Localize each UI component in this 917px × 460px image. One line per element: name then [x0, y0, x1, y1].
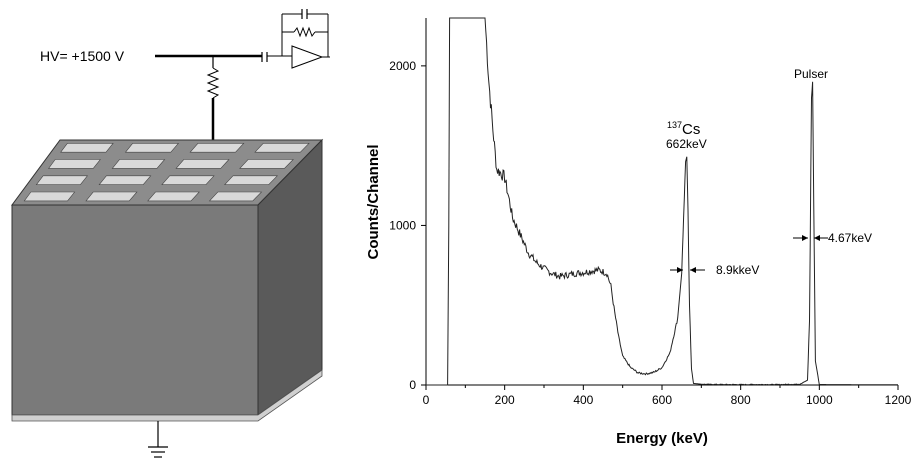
pulser-label: Pulser	[794, 67, 828, 81]
pixel-anode	[60, 143, 114, 153]
pixel-anode	[254, 143, 310, 153]
y-tick-label: 2000	[389, 59, 416, 73]
x-tick-label: 0	[423, 393, 430, 407]
pixel-anodes	[23, 143, 310, 202]
pulser-fwhm-label: 4.67keV	[828, 231, 872, 245]
pulser-fwhm-arrowhead-right	[814, 235, 820, 241]
pulser-fwhm-arrowhead-left	[802, 235, 808, 241]
detector-front-face	[11, 204, 259, 416]
cathode-plate	[11, 369, 323, 422]
energy-spectrum-chart: 0 200 400 600 800 1000 1200 0 1000 2000 Energy (…	[365, 17, 912, 447]
x-tick-label: 800	[731, 393, 751, 407]
bias-resistor	[206, 67, 220, 99]
cs-peak-energy-label: 662keV	[666, 137, 707, 151]
pixel-anode	[208, 191, 263, 202]
x-tick-label: 1000	[806, 393, 833, 407]
x-ticks: 0 200 400 600 800 1000 1200	[423, 385, 912, 407]
cs-fwhm-arrowhead-right	[690, 267, 696, 273]
y-tick-label: 0	[409, 378, 416, 392]
pixel-anode	[98, 175, 152, 185]
y-axis-label: Counts/Channel	[365, 145, 382, 260]
pixel-anode	[239, 159, 294, 169]
pixel-anode	[224, 175, 279, 185]
pixel-anode	[85, 191, 138, 202]
x-axis-label: Energy (keV)	[616, 430, 708, 447]
preamp-triangle	[291, 45, 324, 69]
cs-fwhm-label: 8.9kkeV	[716, 263, 759, 277]
feedback-resistor	[293, 26, 316, 38]
hv-label: HV= +1500 V	[40, 48, 125, 64]
isotope-label: Cs	[682, 121, 700, 138]
pixel-anode	[48, 159, 101, 169]
y-ticks: 0 1000 2000	[389, 59, 426, 392]
x-tick-label: 600	[652, 393, 672, 407]
pixel-anode	[35, 175, 89, 185]
x-tick-label: 1200	[885, 393, 912, 407]
pixel-anode	[111, 159, 166, 169]
pixel-anode	[23, 191, 76, 202]
pixel-anode	[124, 143, 180, 153]
detector-diagram: HV= +1500 V	[11, 9, 330, 458]
x-tick-label: 200	[495, 393, 515, 407]
x-tick-label: 400	[573, 393, 593, 407]
pixel-anode	[175, 159, 230, 169]
isotope-mass-label: 137	[667, 120, 682, 130]
pixel-anode	[189, 143, 245, 153]
spectrum-line	[426, 17, 898, 386]
cs-fwhm-arrowhead-left	[677, 267, 683, 273]
pixel-anode	[147, 191, 200, 202]
y-tick-label: 1000	[389, 218, 416, 232]
pixel-anode	[161, 175, 215, 185]
